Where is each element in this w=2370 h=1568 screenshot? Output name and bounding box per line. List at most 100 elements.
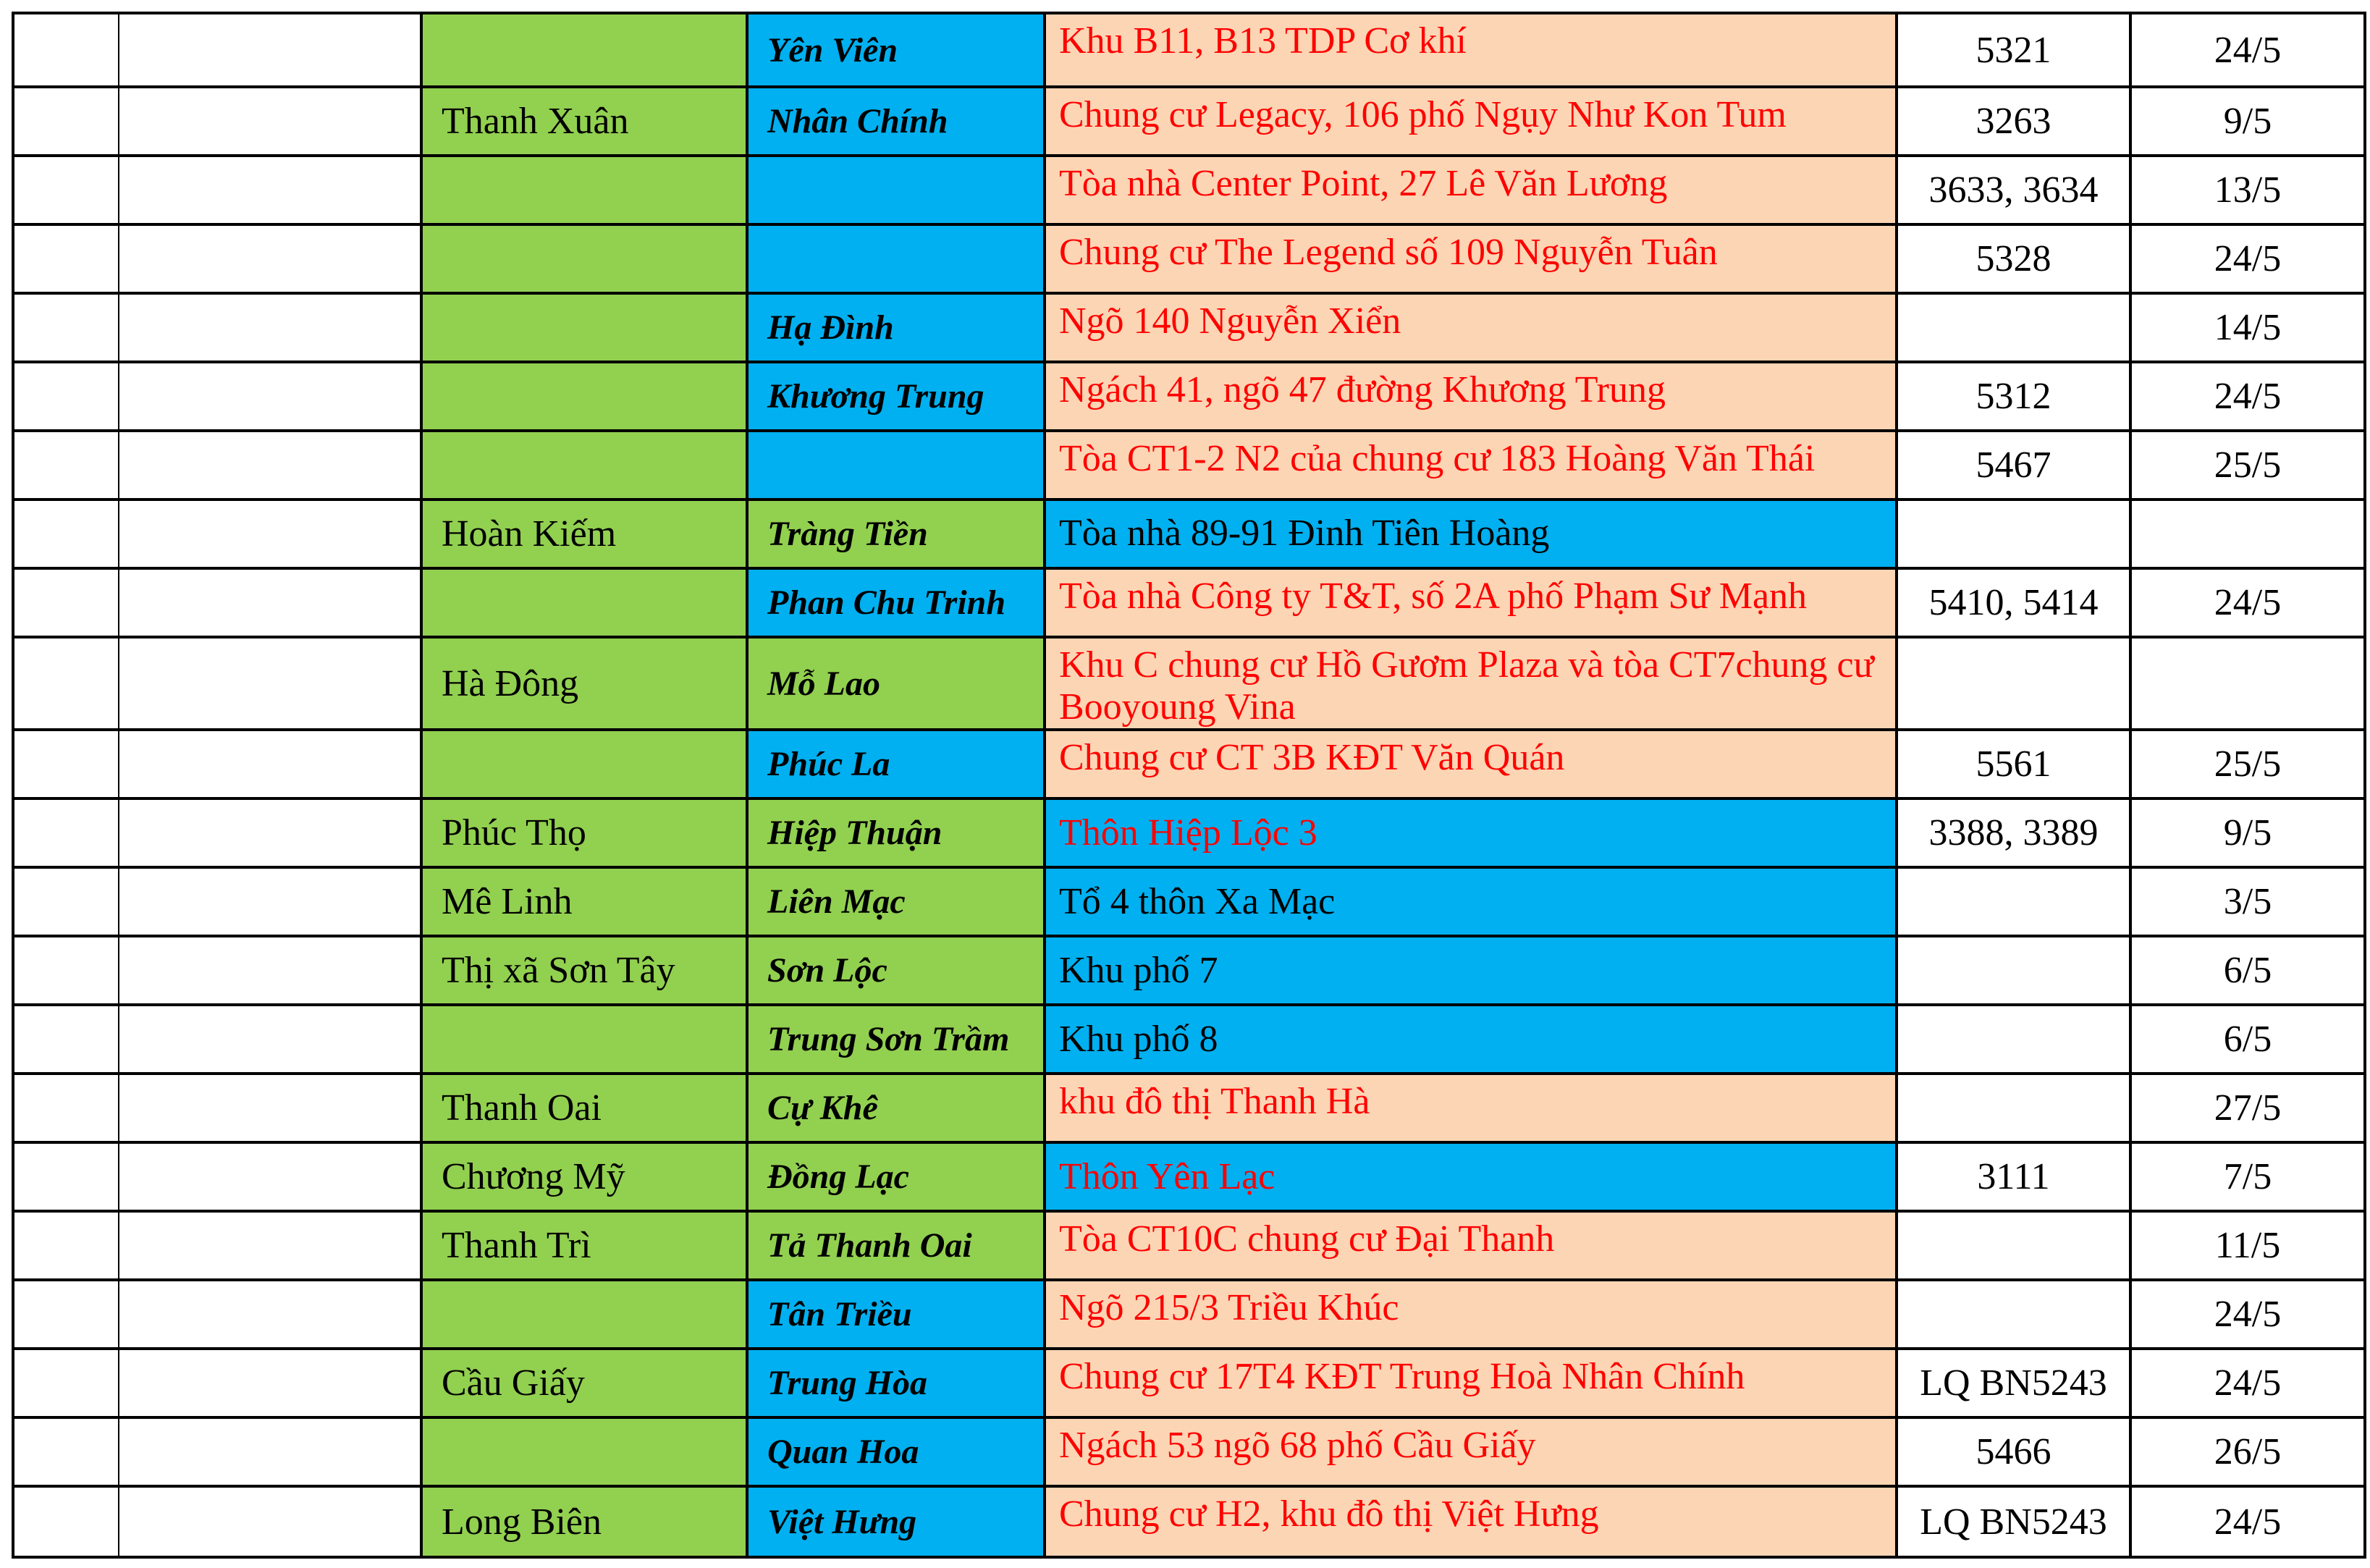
spacer-cell (12, 567, 119, 638)
district-cell (420, 1416, 748, 1488)
address-cell: Tòa CT10C chung cư Đại Thanh (1043, 1210, 1898, 1282)
address-cell: Khu phố 7 (1043, 935, 1898, 1007)
case-code-cell: 5328 (1895, 223, 2132, 295)
district-cell (420, 728, 748, 801)
date-cell: 24/5 (2129, 223, 2366, 295)
spacer-cell (118, 728, 423, 801)
spacer-cell (118, 797, 423, 869)
spacer-cell (12, 635, 119, 732)
date-cell: 13/5 (2129, 154, 2366, 226)
address-cell: Ngách 53 ngõ 68 phố Cầu Giấy (1043, 1416, 1898, 1488)
case-code-cell: LQ BN5243 (1895, 1347, 2132, 1420)
spacer-cell (12, 728, 119, 801)
district-cell: Cầu Giấy (420, 1347, 748, 1420)
case-code-cell: 5466 (1895, 1416, 2132, 1488)
case-code-cell: LQ BN5243 (1895, 1485, 2132, 1559)
date-cell: 7/5 (2129, 1141, 2366, 1213)
spacer-cell (118, 12, 423, 88)
date-cell: 26/5 (2129, 1416, 2366, 1488)
address-cell: Tòa nhà Công ty T&T, số 2A phố Phạm Sư M… (1043, 567, 1898, 638)
district-cell: Hoàn Kiếm (420, 498, 748, 570)
spacer-cell (12, 1278, 119, 1351)
date-cell: 24/5 (2129, 567, 2366, 638)
table-row: Thị xã Sơn Tây Sơn Lộc Khu phố 7 6/5 (12, 935, 2366, 1007)
ward-cell: Sơn Lộc (746, 935, 1046, 1007)
spacer-cell (118, 292, 423, 363)
address-cell: Chung cư 17T4 KĐT Trung Hoà Nhân Chính (1043, 1347, 1898, 1420)
district-cell (420, 223, 748, 295)
date-cell: 24/5 (2129, 1485, 2366, 1559)
ward-cell: Trung Hòa (746, 1347, 1046, 1420)
case-code-cell: 5410, 5414 (1895, 567, 2132, 638)
date-cell: 25/5 (2129, 728, 2366, 801)
spacer-cell (118, 1141, 423, 1213)
date-cell: 6/5 (2129, 1003, 2366, 1076)
case-code-cell (1895, 1072, 2132, 1145)
ward-cell: Việt Hưng (746, 1485, 1046, 1559)
district-cell: Phúc Thọ (420, 797, 748, 869)
table-row: Hà Đông Mỗ Lao Khu C chung cư Hồ Gươm Pl… (12, 635, 2366, 732)
date-cell: 11/5 (2129, 1210, 2366, 1282)
spacer-cell (118, 85, 423, 157)
spacer-cell (118, 223, 423, 295)
spacer-cell (12, 85, 119, 157)
table-row: Long Biên Việt Hưng Chung cư H2, khu đô … (12, 1485, 2366, 1559)
address-cell: Chung cư The Legend số 109 Nguyễn Tuân (1043, 223, 1898, 295)
spacer-cell (12, 12, 119, 88)
date-cell: 27/5 (2129, 1072, 2366, 1145)
lockdown-locations-table: Yên Viên Khu B11, B13 TDP Cơ khí 5321 24… (12, 12, 2366, 1559)
address-cell: Tòa nhà 89-91 Đinh Tiên Hoàng (1043, 498, 1898, 570)
spacer-cell (118, 1278, 423, 1351)
address-cell: Chung cư H2, khu đô thị Việt Hưng (1043, 1485, 1898, 1559)
case-code-cell: 3111 (1895, 1141, 2132, 1213)
district-cell: Thanh Xuân (420, 85, 748, 157)
spacer-cell (118, 154, 423, 226)
spacer-cell (12, 292, 119, 363)
ward-cell: Phúc La (746, 728, 1046, 801)
date-cell: 24/5 (2129, 1347, 2366, 1420)
table-row: Thanh Xuân Nhân Chính Chung cư Legacy, 1… (12, 85, 2366, 157)
table-row: Yên Viên Khu B11, B13 TDP Cơ khí 5321 24… (12, 12, 2366, 88)
date-cell: 9/5 (2129, 85, 2366, 157)
date-cell: 6/5 (2129, 935, 2366, 1007)
case-code-cell: 5321 (1895, 12, 2132, 88)
ward-cell: Liên Mạc (746, 866, 1046, 938)
case-code-cell (1895, 292, 2132, 363)
table-row: Thanh Trì Tả Thanh Oai Tòa CT10C chung c… (12, 1210, 2366, 1282)
spacer-cell (12, 154, 119, 226)
table-row: Chương Mỹ Đồng Lạc Thôn Yên Lạc 3111 7/5 (12, 1141, 2366, 1213)
ward-cell: Đồng Lạc (746, 1141, 1046, 1213)
address-cell: Ngách 41, ngõ 47 đường Khương Trung (1043, 361, 1898, 432)
spacer-cell (12, 797, 119, 869)
spacer-cell (118, 1416, 423, 1488)
address-cell: Chung cư Legacy, 106 phố Ngụy Như Kon Tu… (1043, 85, 1898, 157)
spacer-cell (118, 935, 423, 1007)
spacer-cell (12, 935, 119, 1007)
district-cell: Thanh Oai (420, 1072, 748, 1145)
date-cell: 14/5 (2129, 292, 2366, 363)
ward-cell: Khương Trung (746, 361, 1046, 432)
spacer-cell (118, 635, 423, 732)
address-cell: Thôn Hiệp Lộc 3 (1043, 797, 1898, 869)
ward-cell: Tân Triều (746, 1278, 1046, 1351)
address-cell: Khu phố 8 (1043, 1003, 1898, 1076)
date-cell: 9/5 (2129, 797, 2366, 869)
case-code-cell: 5312 (1895, 361, 2132, 432)
spacer-cell (12, 1210, 119, 1282)
district-cell (420, 292, 748, 363)
spacer-cell (12, 1416, 119, 1488)
case-code-cell: 3263 (1895, 85, 2132, 157)
address-cell: khu đô thị Thanh Hà (1043, 1072, 1898, 1145)
case-code-cell (1895, 1210, 2132, 1282)
ward-cell: Hạ Đình (746, 292, 1046, 363)
table-row: Hoàn Kiếm Tràng Tiền Tòa nhà 89-91 Đinh … (12, 498, 2366, 570)
spacer-cell (12, 498, 119, 570)
case-code-cell (1895, 498, 2132, 570)
spacer-cell (12, 361, 119, 432)
ward-cell: Yên Viên (746, 12, 1046, 88)
case-code-cell (1895, 1278, 2132, 1351)
district-cell (420, 361, 748, 432)
case-code-cell: 3388, 3389 (1895, 797, 2132, 869)
case-code-cell: 5467 (1895, 429, 2132, 501)
address-cell: Khu C chung cư Hồ Gươm Plaza và tòa CT7c… (1043, 635, 1898, 732)
